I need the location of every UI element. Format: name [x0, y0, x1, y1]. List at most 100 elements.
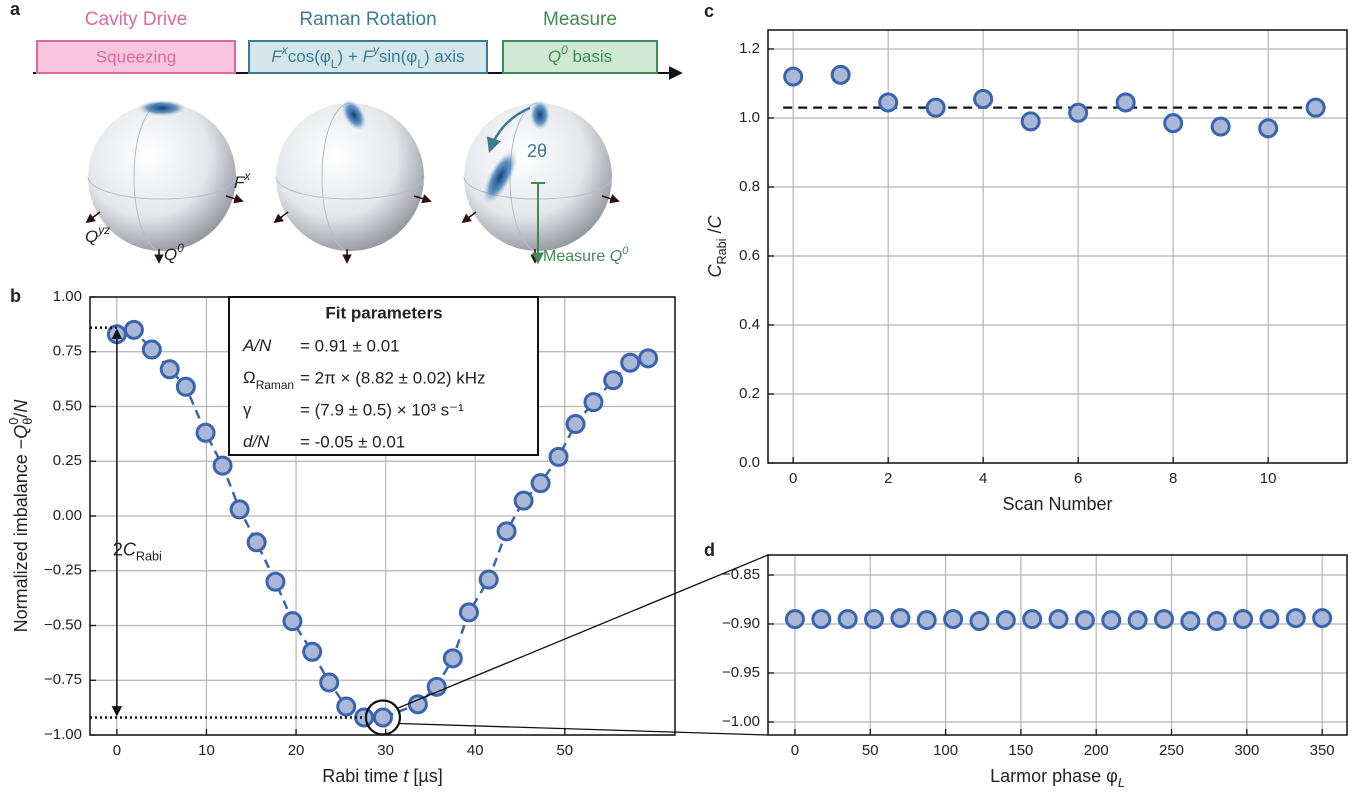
y-tick-label: 0.00	[53, 507, 82, 524]
axis-label: Fx	[234, 169, 251, 192]
text-piece: basis	[568, 47, 612, 66]
data-point	[159, 359, 180, 380]
state-blob	[341, 99, 367, 131]
data-point	[1068, 102, 1089, 123]
data-point	[1258, 118, 1279, 139]
rotation-arrow	[486, 106, 531, 153]
text-piece: Q	[85, 227, 98, 246]
text-piece: 0	[7, 418, 21, 425]
text-piece: Rabi	[136, 550, 162, 564]
bracket-label: 2CRabi	[113, 539, 162, 564]
data-point	[583, 392, 604, 413]
y-tick-label: 0.50	[53, 397, 82, 414]
text-piece: Q	[610, 248, 622, 265]
text-piece: x	[281, 43, 289, 57]
data-point	[442, 648, 463, 669]
x-tick-label: 250	[1159, 742, 1184, 759]
plot-frame	[767, 29, 1348, 464]
data-point	[265, 571, 286, 592]
zoom-line	[396, 554, 769, 710]
text-piece: A/N	[242, 336, 272, 355]
data-point	[246, 532, 267, 553]
data-point	[496, 521, 517, 542]
data-point	[1206, 611, 1227, 632]
text-piece: Normalized imbalance −	[11, 439, 31, 633]
sphere-1	[85, 100, 244, 264]
text-piece: Q	[164, 245, 177, 264]
stage-title: Cavity Drive	[85, 9, 187, 30]
x-tick-label: 300	[1234, 742, 1259, 759]
data-point	[837, 609, 858, 630]
y-tick-label: 0.6	[739, 247, 760, 264]
data-point	[1305, 97, 1326, 118]
panel-label: a	[10, 0, 21, 19]
y-tick-label: 0.0	[739, 454, 760, 471]
data-point	[319, 672, 340, 693]
x-tick-label: 200	[1084, 742, 1109, 759]
text-piece: y	[372, 43, 380, 57]
sphere	[88, 103, 236, 251]
axis-arrow	[601, 194, 620, 204]
text-piece: L	[417, 57, 424, 71]
fit-param-value: = 0.91 ± 0.01	[300, 336, 400, 355]
data-point	[1048, 609, 1069, 630]
data-point	[513, 490, 534, 511]
x-tick-label: 100	[933, 742, 958, 759]
zoom-line	[398, 722, 769, 736]
data-point	[1153, 609, 1174, 630]
x-tick-label: 10	[198, 742, 215, 759]
data-point	[1101, 610, 1122, 631]
state-blob	[138, 100, 186, 116]
data-point	[830, 64, 851, 85]
text-piece: /	[705, 229, 725, 239]
data-point	[302, 641, 323, 662]
axis-arrow	[413, 194, 432, 204]
text-piece: Ω	[243, 368, 256, 387]
text-piece: /	[11, 413, 31, 418]
data-point	[1020, 111, 1041, 132]
text-piece: F	[363, 47, 375, 66]
x-tick-label: 50	[556, 742, 573, 759]
x-tick-label: 40	[467, 742, 484, 759]
fit-param-label: γ	[243, 400, 252, 419]
fit-param-label: d/N	[243, 432, 270, 451]
text-piece: F	[271, 47, 283, 66]
y-tick-label: −1.00	[44, 726, 82, 743]
data-point	[175, 376, 196, 397]
axis-label: Q0	[164, 241, 184, 264]
data-point	[1022, 609, 1043, 630]
text-piece: θ	[21, 418, 35, 425]
sphere-3	[461, 100, 620, 265]
state-blob	[482, 150, 518, 204]
y-tick-label: 1.00	[53, 288, 82, 305]
data-point	[916, 610, 937, 631]
panel-label: d	[704, 540, 715, 560]
fit-param-value: = -0.05 ± 0.01	[300, 432, 405, 451]
text-piece: 2	[113, 539, 123, 559]
panel-a-diagram	[33, 40, 683, 265]
x-tick-label: 0	[791, 742, 799, 759]
text-piece: Rabi time	[322, 766, 403, 786]
x-tick-label: 8	[1169, 470, 1177, 487]
y-tick-label: −0.95	[722, 664, 760, 681]
fit-param-label: A/N	[242, 336, 272, 355]
data-point	[1127, 610, 1148, 631]
data-point	[620, 352, 641, 373]
data-point	[548, 446, 569, 467]
data-point	[565, 414, 586, 435]
data-point	[1074, 610, 1095, 631]
text-piece: Scan Number	[1002, 494, 1112, 514]
y-axis-label: CRabi /C	[705, 215, 730, 278]
text-piece: 0	[622, 245, 629, 257]
text-piece: C	[123, 539, 137, 559]
y-tick-label: 0.25	[53, 452, 82, 469]
data-point	[1180, 611, 1201, 632]
text-piece: F	[234, 173, 246, 192]
y-tick-label: 0.8	[739, 178, 760, 195]
x-tick-label: 6	[1074, 470, 1082, 487]
data-point	[195, 422, 216, 443]
y-tick-label: −1.00	[722, 713, 760, 730]
x-tick-label: 0	[789, 470, 797, 487]
x-axis-label: Rabi time t [µs]	[322, 766, 442, 786]
data-point	[890, 608, 911, 629]
